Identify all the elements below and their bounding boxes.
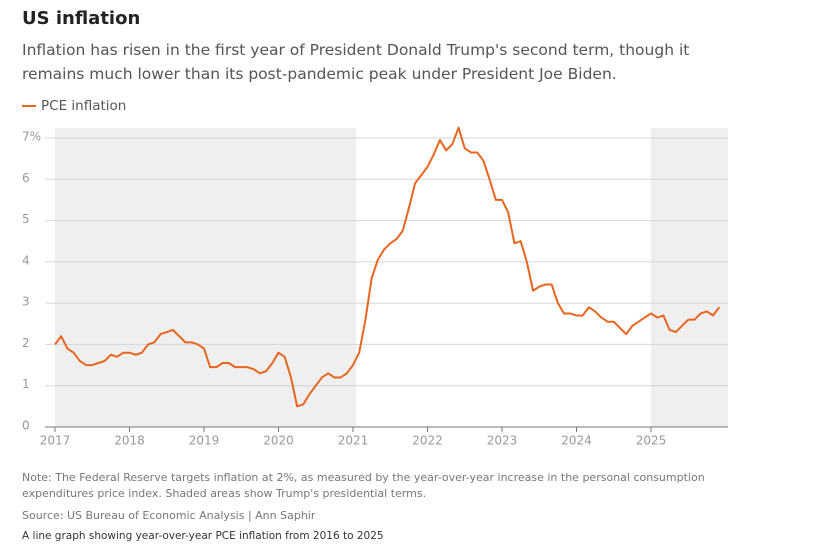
- y-tick-label: 3: [22, 295, 30, 309]
- y-tick-label: 2: [22, 336, 30, 350]
- shaded-term: [651, 128, 728, 427]
- caption: A line graph showing year-over-year PCE …: [22, 530, 384, 542]
- y-tick-label: 0: [22, 419, 30, 433]
- chart-subtitle: Inflation has risen in the first year of…: [22, 41, 690, 83]
- shaded-term: [55, 128, 356, 427]
- x-tick-label: 2017: [40, 434, 71, 448]
- x-tick-label: 2023: [487, 434, 518, 448]
- legend-label: PCE inflation: [41, 98, 126, 114]
- y-tick-label: 7%: [22, 130, 41, 144]
- data-line: [54, 126, 721, 408]
- note: Note: The Federal Reserve targets inflat…: [22, 471, 705, 500]
- x-tick-label: 2019: [189, 434, 220, 448]
- x-tick-label: 2021: [338, 434, 369, 448]
- x-tick-label: 2020: [263, 434, 294, 448]
- y-tick-label: 1: [22, 377, 30, 391]
- y-tick-label: 6: [22, 171, 30, 185]
- x-tick-label: 2025: [636, 434, 667, 448]
- x-tick-label: 2024: [561, 434, 592, 448]
- chart-title: US inflation: [22, 8, 141, 29]
- y-tick-label: 5: [22, 212, 30, 226]
- x-tick-label: 2018: [114, 434, 145, 448]
- y-tick-label: 4: [22, 253, 30, 267]
- chart: 0 1 2 3 4 5 6 7% 2017 2018 2019 2020 2021 2022 2023 202…: [22, 98, 728, 448]
- x-tick-label: 2022: [412, 434, 443, 448]
- source: Source: US Bureau of Economic Analysis |…: [22, 509, 316, 522]
